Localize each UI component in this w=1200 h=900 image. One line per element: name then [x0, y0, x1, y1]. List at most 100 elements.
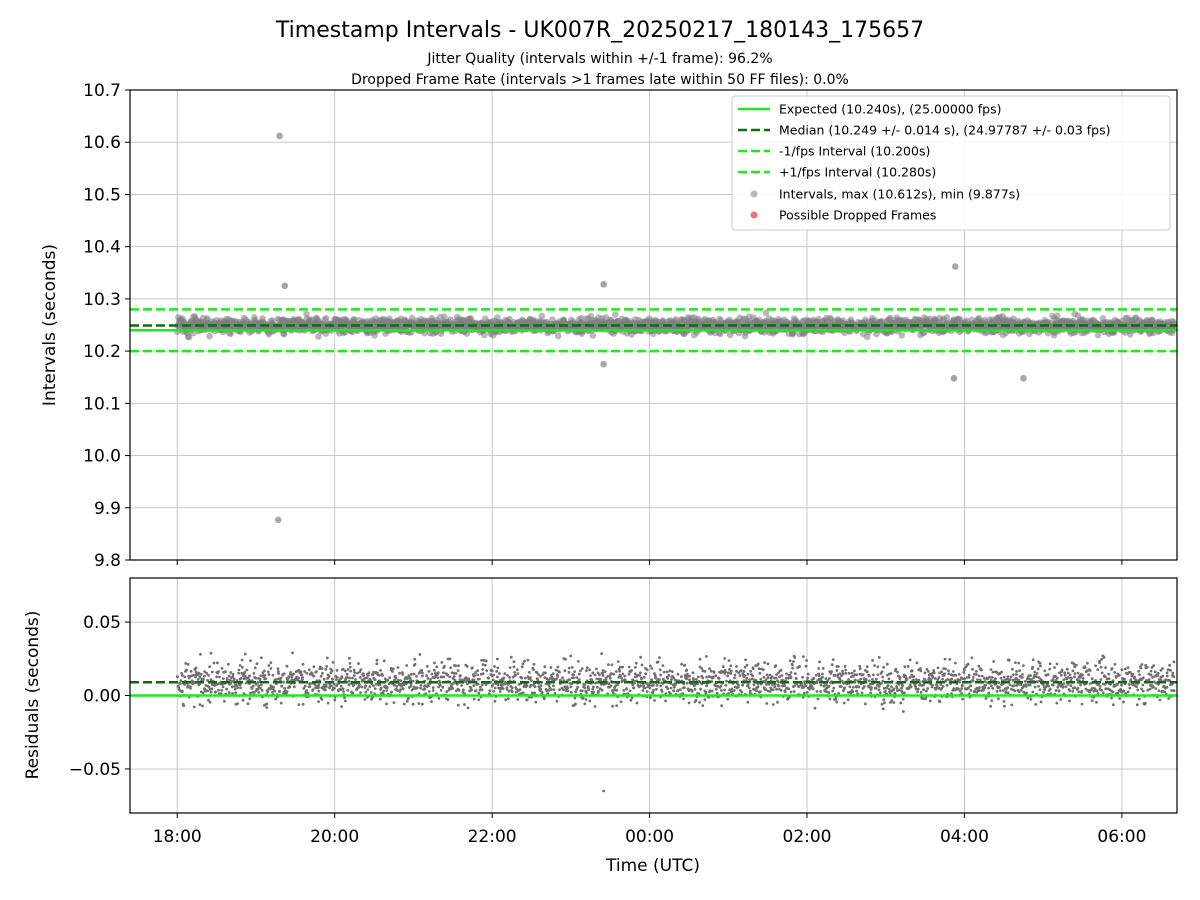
residual-point	[802, 655, 805, 659]
residual-point	[459, 674, 462, 677]
residual-point	[739, 669, 743, 672]
residual-point	[953, 661, 957, 665]
residual-point	[762, 675, 766, 679]
residual-point	[456, 669, 460, 672]
residual-point	[279, 676, 283, 680]
residual-point	[726, 697, 730, 701]
residual-point	[764, 680, 767, 684]
residual-point	[208, 665, 212, 669]
residual-point	[692, 677, 695, 680]
residual-point	[342, 667, 345, 671]
residual-point	[897, 688, 901, 692]
residual-point	[1014, 661, 1017, 664]
residual-point	[940, 686, 943, 690]
residual-point	[1031, 690, 1035, 694]
residual-point	[683, 663, 687, 667]
residual-point	[868, 682, 872, 686]
residual-point	[653, 699, 656, 702]
residual-point	[251, 684, 255, 688]
residual-point	[362, 674, 365, 677]
residual-point	[758, 690, 762, 694]
residual-point	[192, 673, 195, 677]
residual-point	[358, 670, 362, 674]
residual-point	[615, 688, 619, 692]
residual-point	[249, 691, 252, 695]
residual-point	[847, 671, 851, 675]
residual-point	[290, 675, 293, 679]
residual-point	[951, 670, 955, 673]
residual-point	[478, 688, 482, 692]
residual-point	[225, 687, 229, 691]
residual-point	[975, 673, 978, 676]
residual-point	[1026, 696, 1030, 700]
residual-point	[882, 698, 886, 701]
residual-point	[330, 684, 333, 688]
residual-point	[729, 664, 733, 668]
residual-point	[744, 658, 747, 662]
residual-point	[720, 689, 723, 692]
residual-point	[1036, 667, 1040, 671]
residual-point	[639, 655, 642, 659]
residual-point	[373, 678, 377, 682]
residual-point	[372, 684, 375, 688]
residual-point	[495, 670, 499, 673]
residual-point	[674, 683, 677, 686]
residual-point	[311, 688, 315, 691]
residual-point	[855, 673, 859, 677]
residual-point	[916, 690, 919, 694]
residual-point	[568, 678, 571, 681]
residual-point	[838, 672, 842, 676]
residual-point	[583, 686, 587, 690]
residual-point	[378, 683, 382, 686]
residual-point	[607, 663, 610, 666]
residual-point	[209, 678, 213, 682]
residual-point	[417, 702, 421, 705]
residual-point	[454, 672, 458, 675]
residual-point	[666, 677, 670, 680]
residual-point	[592, 685, 595, 689]
residual-point	[572, 676, 575, 680]
residual-point	[357, 662, 360, 665]
residual-point	[746, 700, 750, 704]
residual-point	[488, 689, 492, 692]
residual-point	[419, 684, 423, 687]
residual-point	[693, 687, 697, 691]
residual-point	[351, 676, 354, 680]
residual-point	[789, 671, 793, 674]
residual-point	[356, 671, 359, 675]
residual-point	[746, 683, 750, 687]
residual-point	[331, 661, 335, 664]
residual-point	[625, 687, 628, 691]
residual-point	[999, 676, 1003, 680]
residual-point	[941, 677, 944, 681]
residual-point	[547, 689, 551, 692]
residual-point	[877, 656, 881, 659]
interval-point	[185, 333, 193, 341]
residual-point	[539, 674, 542, 678]
residual-point	[672, 689, 676, 693]
residual-point	[198, 703, 202, 706]
residual-point	[729, 672, 732, 675]
residual-point	[269, 667, 273, 670]
residual-point	[588, 668, 592, 672]
residual-point	[975, 670, 978, 673]
residual-point	[839, 685, 843, 688]
residual-point	[371, 673, 375, 677]
residual-point	[180, 690, 184, 694]
residual-point	[274, 697, 278, 701]
residual-point	[654, 676, 658, 680]
residual-point	[667, 673, 671, 677]
residual-point	[819, 690, 822, 693]
residual-point	[205, 671, 209, 675]
residual-point	[640, 677, 643, 681]
residual-point	[892, 701, 896, 704]
residual-point	[749, 669, 752, 673]
residual-point	[619, 674, 622, 677]
residual-point	[638, 671, 642, 675]
residual-point	[480, 683, 484, 687]
residual-point	[496, 657, 499, 661]
residual-point	[405, 699, 409, 703]
residual-point	[394, 676, 398, 680]
residual-point	[998, 685, 1001, 689]
residual-point	[508, 666, 512, 669]
